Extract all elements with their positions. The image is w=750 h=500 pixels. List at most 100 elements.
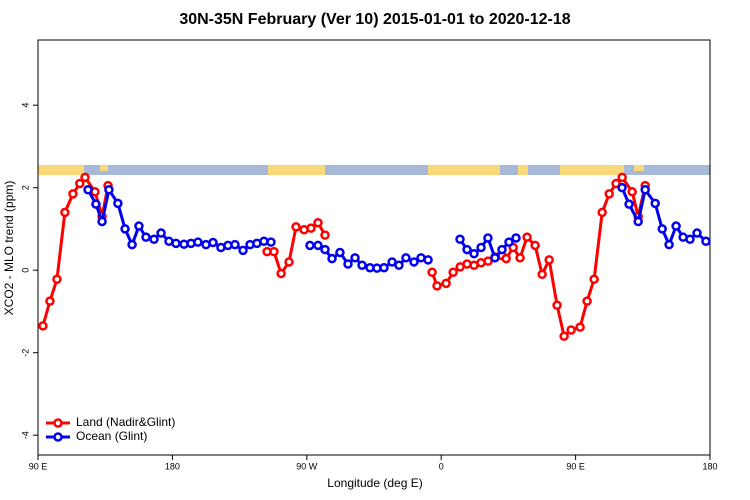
data-point (149, 234, 159, 244)
data-point (306, 223, 316, 233)
legend-label: Ocean (Glint) (76, 429, 147, 443)
data-point (511, 233, 521, 243)
legend-label: Land (Nadir&Glint) (76, 415, 175, 429)
chart-title: 30N-35N February (Ver 10) 2015-01-01 to … (179, 11, 570, 28)
data-point (401, 253, 411, 263)
data-point (462, 244, 472, 255)
data-point (589, 274, 599, 285)
data-point (597, 207, 607, 218)
data-point (504, 237, 514, 247)
x-tick-label: 180 (702, 461, 717, 471)
data-point (357, 260, 367, 270)
x-tick-label: 90 E (29, 461, 48, 471)
data-point (83, 184, 93, 195)
data-point (97, 216, 107, 227)
data-point (291, 222, 301, 232)
y-tick-label: 2 (20, 185, 30, 190)
data-point (284, 257, 294, 267)
plot-frame (37, 39, 711, 456)
land-strip (100, 165, 108, 171)
x-tick-label: 90 W (296, 461, 318, 471)
data-point (530, 240, 540, 251)
data-point (624, 199, 634, 209)
land-strip (634, 165, 644, 171)
data-point (627, 187, 637, 197)
data-point (611, 178, 621, 189)
data-point (320, 230, 330, 240)
data-point (141, 232, 151, 242)
x-tick-label: 90 E (566, 461, 585, 471)
land-strip (268, 165, 325, 175)
data-point (617, 172, 627, 183)
data-point (266, 237, 276, 247)
data-point (113, 198, 123, 209)
data-point (483, 233, 493, 243)
data-point (276, 268, 286, 279)
y-axis-label: XCO2 - MLO trend (ppm) (2, 181, 16, 316)
data-point (409, 257, 419, 267)
data-point (640, 184, 650, 195)
data-point (134, 221, 144, 231)
data-point (650, 198, 660, 209)
x-tick-label: 0 (439, 461, 444, 471)
data-point (692, 228, 702, 238)
data-point (91, 199, 101, 209)
data-point (327, 253, 337, 264)
data-point (335, 247, 345, 258)
data-point (75, 178, 85, 189)
land-strip (428, 165, 500, 175)
land-strip (518, 165, 528, 175)
data-point (350, 253, 360, 263)
data-point (701, 236, 711, 247)
data-point (455, 234, 465, 244)
data-point (441, 278, 451, 289)
data-point (657, 224, 667, 234)
land-strip (560, 165, 624, 175)
data-point (522, 232, 532, 242)
data-point (343, 259, 353, 269)
data-point (208, 237, 218, 248)
x-tick-label: 180 (165, 461, 180, 471)
data-point (193, 237, 203, 247)
data-point (38, 321, 48, 331)
data-point (566, 325, 576, 335)
data-point (68, 189, 78, 199)
data-point (476, 242, 486, 253)
data-point (617, 182, 627, 193)
data-point (305, 240, 315, 251)
y-tick-label: -4 (20, 431, 30, 439)
data-point (127, 239, 137, 250)
data-point (515, 253, 525, 263)
ocean-strip (38, 165, 710, 175)
data-point (313, 217, 323, 228)
y-tick-label: 0 (20, 268, 30, 273)
data-point (156, 228, 166, 238)
y-tick-label: -2 (20, 349, 30, 357)
legend-marker (53, 432, 63, 442)
legend-marker (53, 418, 63, 428)
data-point (427, 267, 437, 278)
data-point (582, 296, 592, 306)
y-tick-label: 4 (20, 103, 30, 108)
data-point (120, 224, 130, 234)
data-point (230, 239, 240, 250)
data-point (238, 245, 248, 256)
data-point (469, 248, 479, 259)
data-point (313, 240, 323, 251)
data-point (52, 274, 62, 285)
data-point (423, 255, 433, 265)
data-point (394, 260, 404, 270)
data-point (171, 238, 181, 249)
data-point (379, 262, 389, 273)
legend: Land (Nadir&Glint)Ocean (Glint) (46, 415, 175, 443)
series-line (86, 185, 707, 270)
land-mask-strip (38, 165, 710, 175)
data-point (490, 253, 500, 263)
data-point (45, 296, 55, 306)
data-point (575, 322, 585, 332)
data-point (80, 172, 90, 183)
data-point (671, 221, 681, 231)
data-point (269, 246, 279, 257)
data-point (537, 269, 547, 280)
